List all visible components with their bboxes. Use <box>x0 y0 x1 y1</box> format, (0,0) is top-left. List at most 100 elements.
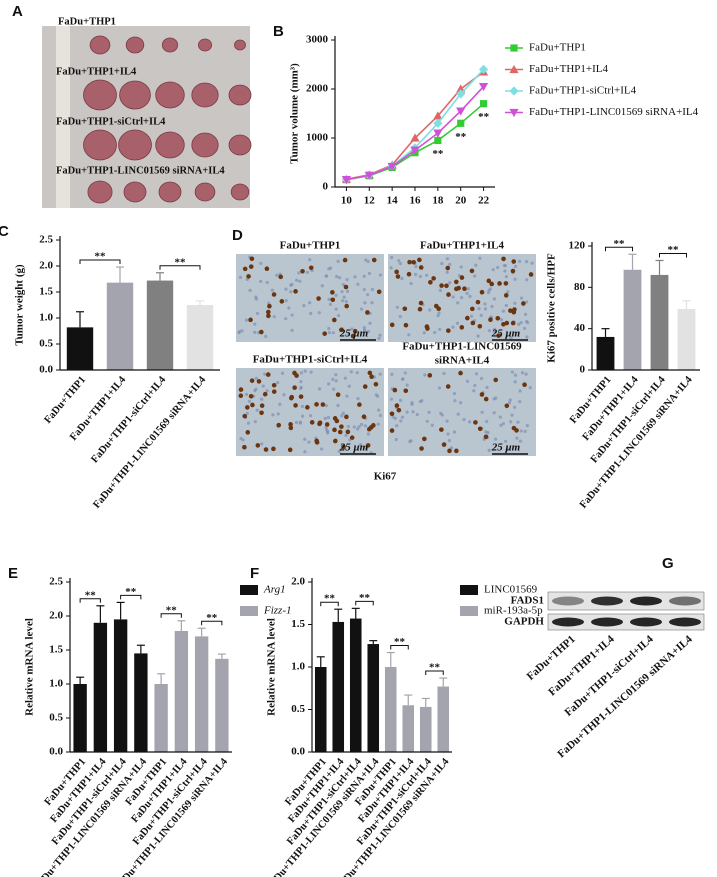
tumor <box>234 39 246 51</box>
nucleus <box>276 380 280 385</box>
nucleus <box>479 313 483 317</box>
nucleus <box>356 396 360 401</box>
ki67-cell <box>508 308 513 313</box>
blot-strip <box>547 613 705 631</box>
ki67-cell <box>330 290 335 295</box>
ki67-cell <box>470 306 475 312</box>
nucleus <box>254 387 258 391</box>
legend-label: FaDu+THP1+IL4 <box>529 63 609 75</box>
nucleus <box>523 312 528 316</box>
nucleus <box>327 326 331 331</box>
nucleus <box>490 304 494 309</box>
nucleus <box>327 382 331 386</box>
marker <box>510 44 518 52</box>
marker <box>433 118 443 128</box>
nucleus <box>303 369 307 373</box>
ki67-cell <box>248 317 253 323</box>
nucleus <box>390 372 394 377</box>
nucleus <box>492 297 496 301</box>
nucleus <box>336 403 340 408</box>
y-tick-label: 80 <box>574 281 586 293</box>
nucleus <box>358 443 363 447</box>
significance-bracket <box>159 265 201 270</box>
nucleus <box>513 264 518 269</box>
significance-bracket <box>79 598 101 603</box>
nucleus <box>398 261 403 266</box>
bar <box>174 630 189 752</box>
nucleus <box>290 313 294 317</box>
significance-bracket <box>659 252 687 258</box>
significance-label: ** <box>95 251 107 263</box>
nucleus <box>289 283 293 287</box>
nucleus <box>508 398 512 402</box>
nucleus <box>455 321 460 325</box>
nucleus <box>520 371 525 375</box>
ki67-cell <box>371 257 377 263</box>
ki67-cell <box>403 388 409 394</box>
nucleus <box>425 273 429 277</box>
nucleus <box>476 334 480 338</box>
scale-bar-label: 25 μm <box>339 328 369 340</box>
nucleus <box>378 372 382 376</box>
tumor <box>228 84 252 106</box>
photo-label: FaDu+THP1+IL4 <box>56 66 137 77</box>
panel-letter: B <box>273 23 284 40</box>
nucleus <box>492 411 496 415</box>
x-tick-label: 16 <box>410 195 422 207</box>
nucleus <box>332 387 336 391</box>
ki67-cell <box>238 387 244 392</box>
nucleus <box>448 262 452 267</box>
ki67-cell <box>245 405 250 410</box>
nucleus <box>323 416 327 421</box>
nucleus <box>335 274 339 279</box>
ki67-cell <box>419 446 424 451</box>
marker <box>478 82 489 92</box>
nucleus <box>303 450 307 454</box>
bar <box>650 274 669 370</box>
ki67-cell <box>483 396 489 402</box>
nucleus <box>362 274 366 278</box>
marker <box>387 162 397 172</box>
bar <box>384 667 397 752</box>
marker <box>479 100 488 108</box>
nucleus <box>405 383 409 387</box>
ki67-cell <box>300 268 305 274</box>
ki67-cell <box>369 425 374 430</box>
x-tick-label: 14 <box>387 195 399 207</box>
nucleus <box>504 439 508 443</box>
nucleus <box>349 370 353 374</box>
y-tick-label: 2.5 <box>39 234 53 246</box>
nucleus <box>238 275 243 279</box>
nucleus <box>377 408 381 412</box>
ki67-cell <box>332 317 337 323</box>
ki67-cell <box>365 443 371 448</box>
nucleus <box>517 322 521 327</box>
blot-strip <box>547 591 705 611</box>
nucleus <box>440 261 444 266</box>
ki67-cell <box>395 274 401 279</box>
nucleus <box>328 302 333 306</box>
nucleus <box>246 421 251 425</box>
nucleus <box>505 447 510 452</box>
legend-swatch <box>460 606 478 616</box>
blot-band <box>669 617 701 627</box>
nucleus <box>400 276 404 281</box>
ki67-cell <box>389 322 395 328</box>
nucleus <box>245 411 249 415</box>
ki67-cell <box>339 327 344 333</box>
bar <box>93 622 108 752</box>
ki67-cell <box>249 378 255 383</box>
nucleus <box>290 328 294 332</box>
ki67-cell <box>528 272 534 277</box>
nucleus <box>275 273 279 277</box>
nucleus <box>305 270 310 274</box>
image-label: FaDu+THP1-siCtrl+IL4 <box>253 354 368 366</box>
nucleus <box>350 327 354 331</box>
ki67-cell <box>501 322 506 327</box>
nucleus <box>336 259 340 264</box>
ki67-cell <box>337 429 343 435</box>
ki67-cell <box>266 309 271 315</box>
bar <box>596 336 615 370</box>
ki67-cell <box>264 266 270 271</box>
